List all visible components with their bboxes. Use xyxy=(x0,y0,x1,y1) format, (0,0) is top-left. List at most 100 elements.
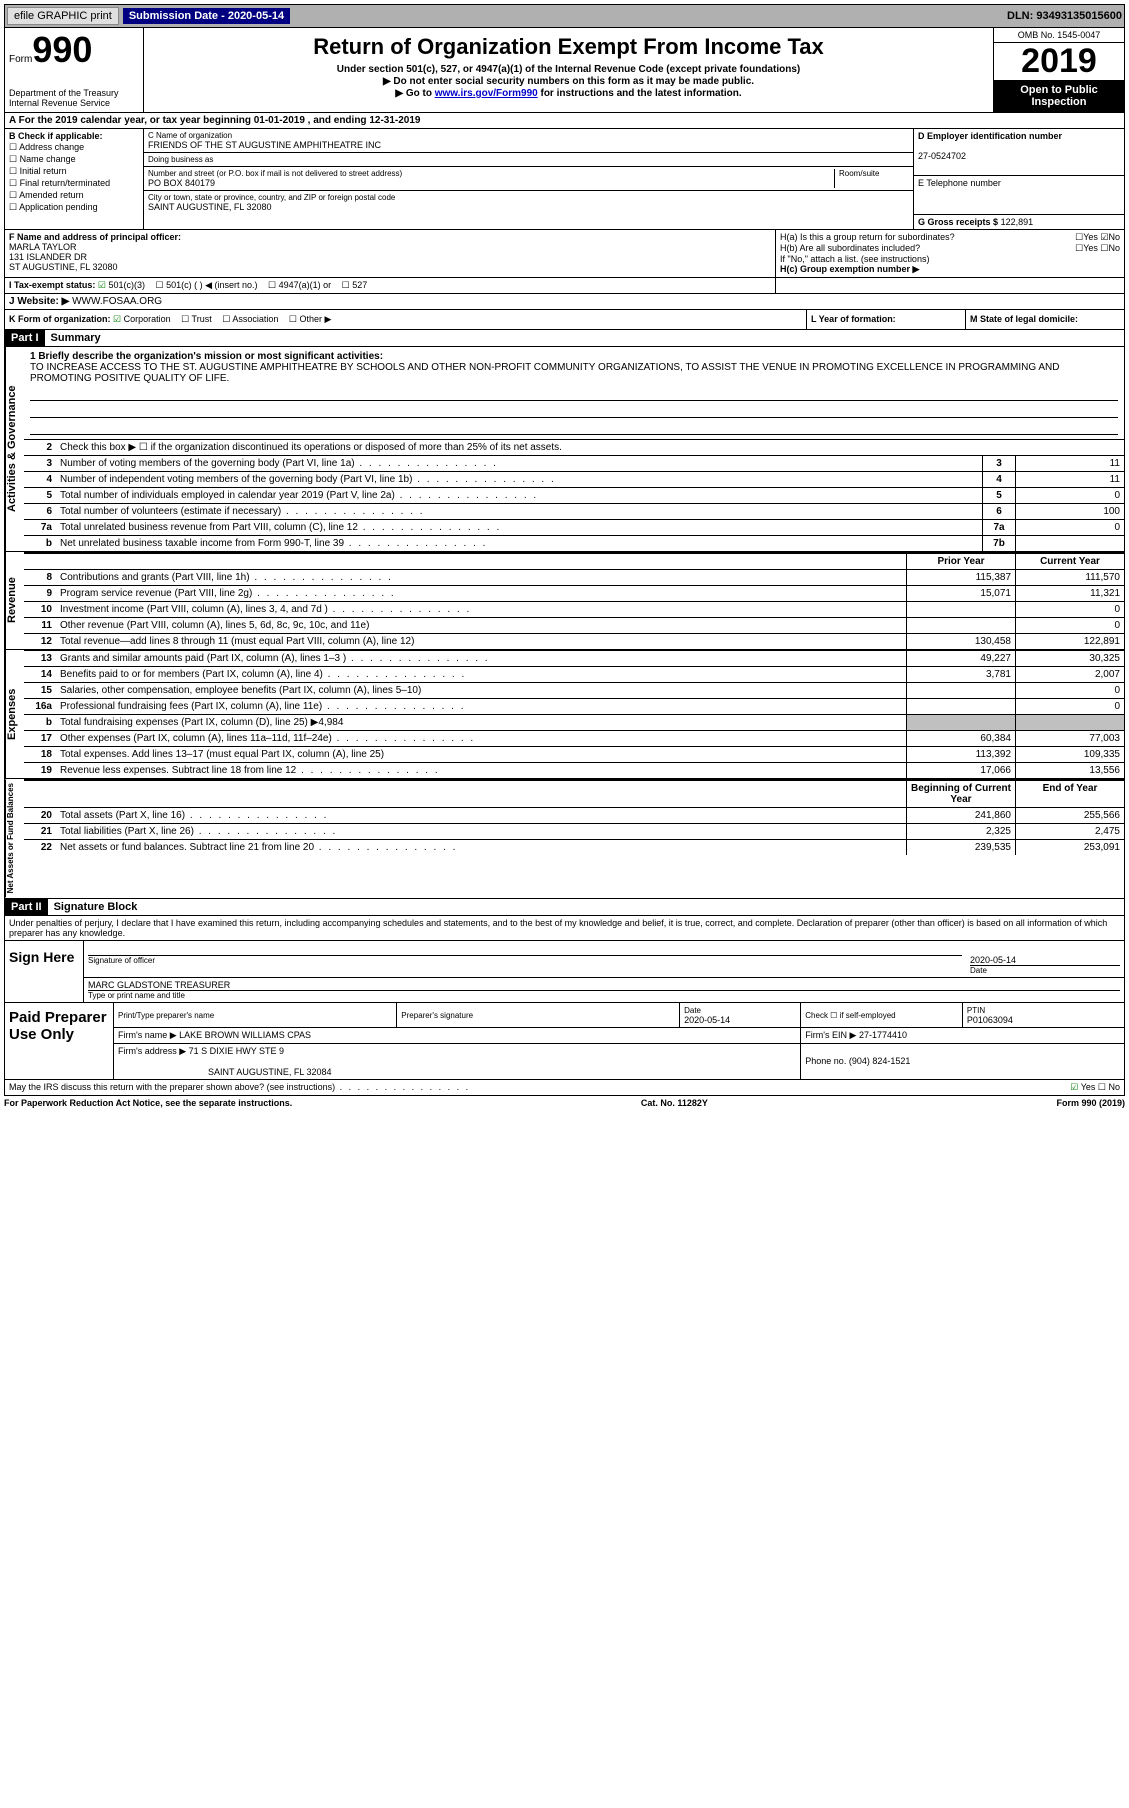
hb-note: If "No," attach a list. (see instruction… xyxy=(780,254,1120,264)
firm-ein-label: Firm's EIN ▶ xyxy=(805,1030,856,1040)
city-label: City or town, state or province, country… xyxy=(148,193,909,202)
section-expenses: Expenses 13Grants and similar amounts pa… xyxy=(4,650,1125,779)
officer-name-title: MARC GLADSTONE TREASURER xyxy=(88,980,1120,990)
sign-here-label: Sign Here xyxy=(5,941,84,1002)
firm-name-label: Firm's name ▶ xyxy=(118,1030,177,1040)
phone-value: (904) 824-1521 xyxy=(849,1056,911,1066)
officer-addr1: 131 ISLANDER DR xyxy=(9,252,87,262)
part1-header: Part I xyxy=(5,330,45,346)
tel-label: E Telephone number xyxy=(918,178,1001,188)
prep-sig-label: Preparer's signature xyxy=(401,1011,473,1020)
check-assoc[interactable]: ☐ Association xyxy=(222,314,278,324)
row-klm: K Form of organization: ☑ Corporation ☐ … xyxy=(4,310,1125,330)
tax-year: 2019 xyxy=(994,43,1124,80)
table-row: 11Other revenue (Part VIII, column (A), … xyxy=(24,618,1124,634)
prep-date: 2020-05-14 xyxy=(684,1015,730,1025)
col-deg: D Employer identification number 27-0524… xyxy=(914,129,1124,229)
phone-label: Phone no. xyxy=(805,1056,846,1066)
section-net-assets: Net Assets or Fund Balances Beginning of… xyxy=(4,779,1125,898)
ein-value: 27-0524702 xyxy=(918,151,966,161)
check-trust[interactable]: ☐ Trust xyxy=(181,314,212,324)
officer-name: MARLA TAYLOR xyxy=(9,242,77,252)
footer-right: Form 990 (2019) xyxy=(1056,1098,1125,1108)
sub3-pre: ▶ Go to xyxy=(395,88,434,99)
checkbox-application-pending[interactable]: ☐ Application pending xyxy=(9,202,139,213)
vert-expenses: Expenses xyxy=(5,650,24,778)
preparer-table: Print/Type preparer's name Preparer's si… xyxy=(114,1003,1124,1079)
firm-ein: 27-1774410 xyxy=(859,1030,907,1040)
table-governance: 2Check this box ▶ ☐ if the organization … xyxy=(24,439,1124,551)
table-row: bNet unrelated business taxable income f… xyxy=(24,536,1124,552)
check-corp[interactable]: ☑ Corporation xyxy=(113,314,171,324)
room-label: Room/suite xyxy=(839,169,909,178)
table-row: Beginning of Current YearEnd of Year xyxy=(24,780,1124,808)
table-row: 10Investment income (Part VIII, column (… xyxy=(24,602,1124,618)
discuss-yes[interactable]: ☑ xyxy=(1070,1082,1078,1092)
table-row: Firm's address ▶ 71 S DIXIE HWY STE 9SAI… xyxy=(114,1043,1124,1079)
table-row: 20Total assets (Part X, line 16)241,8602… xyxy=(24,808,1124,824)
efile-topbar: efile GRAPHIC print Submission Date - 20… xyxy=(4,4,1125,28)
omb-number: OMB No. 1545-0047 xyxy=(994,28,1124,43)
table-row: Prior YearCurrent Year xyxy=(24,553,1124,570)
checkbox-initial-return[interactable]: ☐ Initial return xyxy=(9,166,139,177)
addr-value: PO BOX 840179 xyxy=(148,178,834,188)
form-header: Form990 Department of the Treasury Inter… xyxy=(4,28,1125,113)
checkbox-address-change[interactable]: ☐ Address change xyxy=(9,142,139,153)
table-net-assets: Beginning of Current YearEnd of Year 20T… xyxy=(24,779,1124,855)
check-527[interactable]: ☐ 527 xyxy=(342,280,368,290)
ptin-value: P01063094 xyxy=(967,1015,1013,1025)
tax-exempt-label: I Tax-exempt status: xyxy=(9,280,95,290)
check-501c[interactable]: ☐ 501(c) ( ) ◀ (insert no.) xyxy=(155,280,257,290)
sub3-post: for instructions and the latest informat… xyxy=(538,88,742,99)
year-formation-label: L Year of formation: xyxy=(811,314,896,324)
discuss-no[interactable]: ☐ xyxy=(1098,1082,1106,1092)
ptin-label: PTIN xyxy=(967,1006,985,1015)
sig-date: 2020-05-14 xyxy=(970,955,1120,965)
irs-link[interactable]: www.irs.gov/Form990 xyxy=(435,88,538,99)
check-501c3[interactable]: ☑ 501(c)(3) xyxy=(98,280,145,290)
table-row: 17Other expenses (Part IX, column (A), l… xyxy=(24,731,1124,747)
table-row: 16aProfessional fundraising fees (Part I… xyxy=(24,699,1124,715)
open-to-public: Open to Public Inspection xyxy=(994,80,1124,112)
gross-label: G Gross receipts $ xyxy=(918,217,998,227)
table-row: 14Benefits paid to or for members (Part … xyxy=(24,667,1124,683)
section-bcd: B Check if applicable: ☐ Address change … xyxy=(4,129,1125,230)
row-i-tax-exempt: I Tax-exempt status: ☑ 501(c)(3) ☐ 501(c… xyxy=(4,278,1125,294)
checkbox-final-return[interactable]: ☐ Final return/terminated xyxy=(9,178,139,189)
row-j-website: J Website: ▶ WWW.FOSAA.ORG xyxy=(4,294,1125,310)
col-b-checkboxes: B Check if applicable: ☐ Address change … xyxy=(5,129,144,229)
prep-print-label: Print/Type preparer's name xyxy=(118,1011,214,1020)
gross-value: 122,891 xyxy=(1001,217,1034,227)
footer-mid: Cat. No. 11282Y xyxy=(641,1098,708,1108)
table-row: 21Total liabilities (Part X, line 26)2,3… xyxy=(24,824,1124,840)
checkbox-amended-return[interactable]: ☐ Amended return xyxy=(9,190,139,201)
form-title: Return of Organization Exempt From Incom… xyxy=(152,34,985,60)
ein-label: D Employer identification number xyxy=(918,131,1062,141)
firm-addr2: SAINT AUGUSTINE, FL 32084 xyxy=(118,1067,332,1077)
hb-yes[interactable]: ☐ xyxy=(1075,243,1083,253)
mission-text: TO INCREASE ACCESS TO THE ST. AUGUSTINE … xyxy=(30,362,1059,384)
table-row: 13Grants and similar amounts paid (Part … xyxy=(24,651,1124,667)
check-4947[interactable]: ☐ 4947(a)(1) or xyxy=(268,280,331,290)
col-b-label: B Check if applicable: xyxy=(9,131,103,141)
table-row: 7aTotal unrelated business revenue from … xyxy=(24,520,1124,536)
officer-label: F Name and address of principal officer: xyxy=(9,232,181,242)
table-row: 15Salaries, other compensation, employee… xyxy=(24,683,1124,699)
org-name: FRIENDS OF THE ST AUGUSTINE AMPHITHEATRE… xyxy=(148,140,909,150)
checkbox-name-change[interactable]: ☐ Name change xyxy=(9,154,139,165)
signature-block: Under penalties of perjury, I declare th… xyxy=(4,916,1125,1096)
check-other[interactable]: ☐ Other ▶ xyxy=(289,314,332,324)
table-row: 4Number of independent voting members of… xyxy=(24,472,1124,488)
table-row: 22Net assets or fund balances. Subtract … xyxy=(24,840,1124,856)
ha-yes[interactable]: ☐ xyxy=(1075,232,1083,242)
addr-label: Number and street (or P.O. box if mail i… xyxy=(148,169,834,178)
dept-treasury: Department of the Treasury Internal Reve… xyxy=(9,88,139,108)
penalty-statement: Under penalties of perjury, I declare th… xyxy=(5,916,1124,941)
section-activities-governance: Activities & Governance 1 Briefly descri… xyxy=(4,347,1125,552)
table-row: 12Total revenue—add lines 8 through 11 (… xyxy=(24,634,1124,650)
table-expenses: 13Grants and similar amounts paid (Part … xyxy=(24,650,1124,778)
vert-activities: Activities & Governance xyxy=(5,347,24,551)
part2-header: Part II xyxy=(5,899,48,915)
efile-print-button[interactable]: efile GRAPHIC print xyxy=(7,7,119,25)
prep-check-label[interactable]: Check ☐ if self-employed xyxy=(805,1011,895,1020)
